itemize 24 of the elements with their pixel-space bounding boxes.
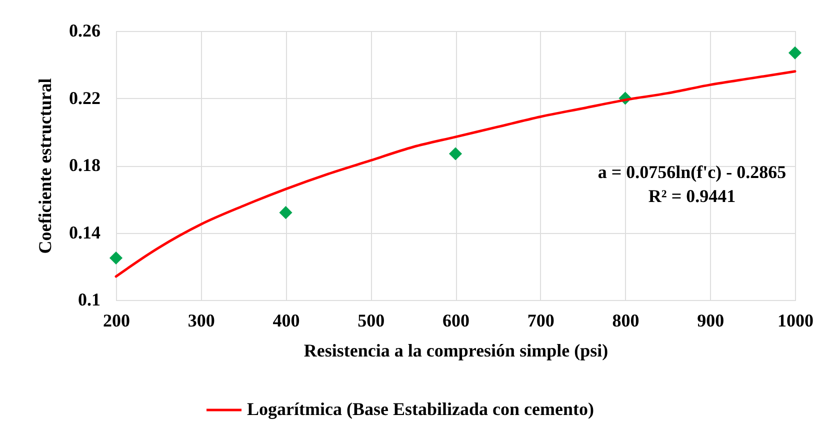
x-tick-label: 800 [612,310,640,330]
point [279,206,292,220]
point [109,251,123,264]
x-axis-title: Resistencia a la compresión simple (psi) [304,340,608,360]
line-series [114,70,796,278]
annotation: a = 0.0756ln(f'c) - 0.2865 [598,162,786,182]
annotation: R² = 0.9441 [648,186,736,206]
y-tick-label: 0.18 [69,155,100,175]
y-tick-label: 0.1 [78,290,100,310]
x-tick-label: 300 [188,310,215,330]
point [788,46,802,60]
point [448,147,462,160]
legend-label: Logarítmica (Base Estabilizada con cemento) [247,399,594,419]
y-tick-label: 0.26 [69,20,100,40]
y-axis-title: Coeficiente estructural [35,78,55,254]
x-tick-label: 500 [358,310,385,330]
x-tick-label: 600 [442,310,470,330]
y-tick-label: 0.14 [69,222,100,242]
x-tick-label: 1000 [778,310,814,330]
x-tick-label: 700 [527,310,554,330]
y-tick-label: 0.22 [69,88,100,108]
x-tick-label: 200 [103,310,130,330]
x-tick-label: 900 [697,310,724,330]
x-tick-label: 400 [272,310,300,330]
